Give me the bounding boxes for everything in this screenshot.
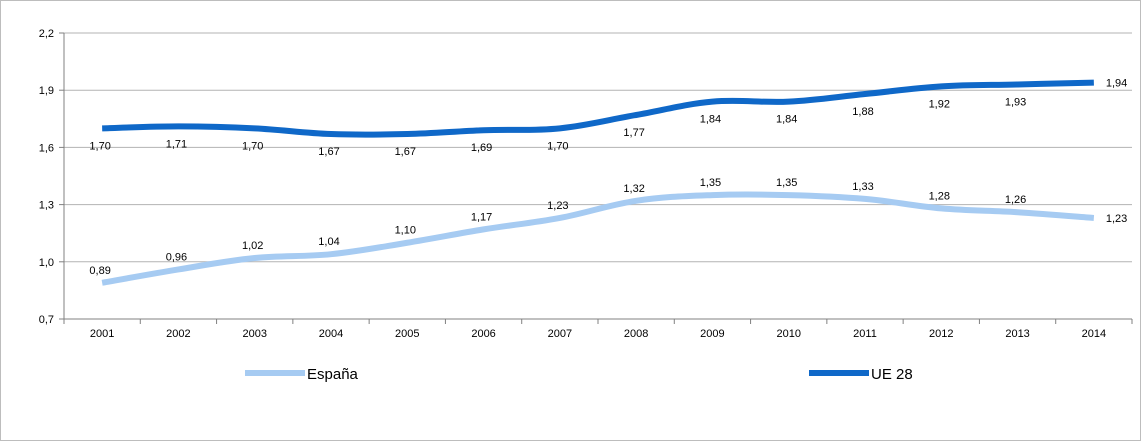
- data-label: 1,23: [1106, 213, 1127, 225]
- x-tick-label: 2011: [853, 328, 877, 340]
- y-axis: 0,7 1,0 1,3 1,6 1,9 2,2: [39, 28, 65, 326]
- x-tick-label: 2013: [1005, 328, 1029, 340]
- data-label: 1,28: [929, 190, 950, 202]
- x-tick-label: 2014: [1082, 328, 1106, 340]
- data-label: 1,17: [471, 211, 492, 223]
- data-label: 1,67: [395, 146, 416, 158]
- data-label: 1,84: [776, 114, 797, 126]
- data-label: 1,32: [623, 183, 644, 195]
- x-tick-label: 2008: [624, 328, 648, 340]
- data-label: 1,84: [700, 114, 721, 126]
- y-tick-label: 1,9: [39, 85, 54, 97]
- data-label: 1,67: [318, 146, 339, 158]
- data-label: 1,70: [547, 140, 568, 152]
- series-line-espa-a: [101, 191, 1095, 286]
- y-tick-label: 1,6: [39, 142, 54, 154]
- x-tick-label: 2001: [90, 328, 114, 340]
- data-label: 0,96: [166, 251, 187, 263]
- data-label: 1,77: [623, 127, 644, 139]
- series-lines: [101, 79, 1095, 286]
- data-label: 1,23: [547, 200, 568, 212]
- data-label: 1,69: [471, 142, 492, 154]
- data-label: 1,26: [1005, 194, 1026, 206]
- series-line-ue-28: [102, 79, 1094, 138]
- x-tick-label: 2010: [776, 328, 800, 340]
- x-tick-label: 2002: [166, 328, 190, 340]
- x-axis: 2001 2002 2003 2004 2005 2006 2007 2008 2009 2010…: [63, 318, 1133, 340]
- y-tick-label: 0,7: [39, 314, 54, 326]
- data-label: 1,70: [89, 140, 110, 152]
- y-tick-label: 1,0: [39, 257, 54, 269]
- gridlines: [64, 32, 1132, 320]
- data-label: 1,04: [318, 236, 339, 248]
- x-tick-label: 2012: [929, 328, 953, 340]
- data-label: 1,92: [929, 98, 950, 110]
- data-label: 1,88: [852, 106, 873, 118]
- data-label: 1,33: [852, 181, 873, 193]
- data-label: 1,70: [242, 140, 263, 152]
- data-label: 1,02: [242, 240, 263, 252]
- x-tick-label: 2007: [548, 328, 572, 340]
- x-tick-label: 2005: [395, 328, 419, 340]
- data-label: 1,71: [166, 138, 187, 150]
- data-label: 1,94: [1106, 78, 1127, 90]
- y-tick-label: 2,2: [39, 28, 54, 40]
- x-tick-label: 2009: [700, 328, 724, 340]
- y-tick-label: 1,3: [39, 200, 54, 212]
- x-tick-label: 2004: [319, 328, 343, 340]
- legend-label: UE 28: [871, 366, 913, 383]
- x-tick-label: 2006: [471, 328, 495, 340]
- data-label: 1,93: [1005, 96, 1026, 108]
- x-tick-label: 2003: [242, 328, 266, 340]
- data-label: 1,35: [776, 177, 797, 189]
- legend-label: España: [307, 366, 359, 383]
- data-label: 0,89: [89, 265, 110, 277]
- data-label: 1,10: [395, 225, 416, 237]
- data-labels: 0,89 0,96 1,02 1,04 1,10 1,17 1,23 1,32 1,35 1,35…: [89, 78, 1127, 277]
- legend: España UE 28: [245, 366, 913, 383]
- data-label: 1,35: [700, 177, 721, 189]
